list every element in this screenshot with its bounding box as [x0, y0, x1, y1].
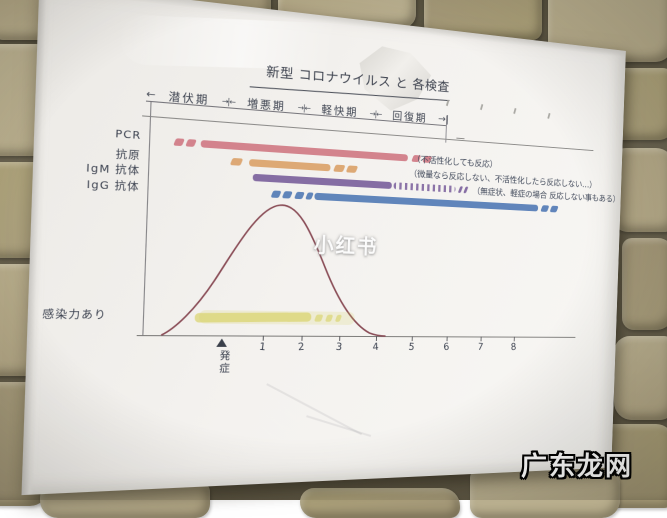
onset-label: 発症: [216, 350, 229, 376]
wall-stone: [614, 336, 667, 420]
wall-stone: [300, 488, 460, 518]
infectious-period-bar: [194, 312, 312, 323]
xiaohongshu-watermark: 小红书: [313, 232, 379, 259]
chart-paper-sleeve: 新型 コロナウイルス と 各検査 ← 潜伏期 →|← 増悪期 →|← 軽快期 →…: [21, 0, 626, 496]
onset-marker-triangle: [216, 338, 228, 347]
infectious-period-label: 感染力あり: [41, 309, 107, 322]
wall-stone: [622, 238, 667, 330]
guangdong-longwang-watermark: 广东龙网: [521, 452, 634, 482]
